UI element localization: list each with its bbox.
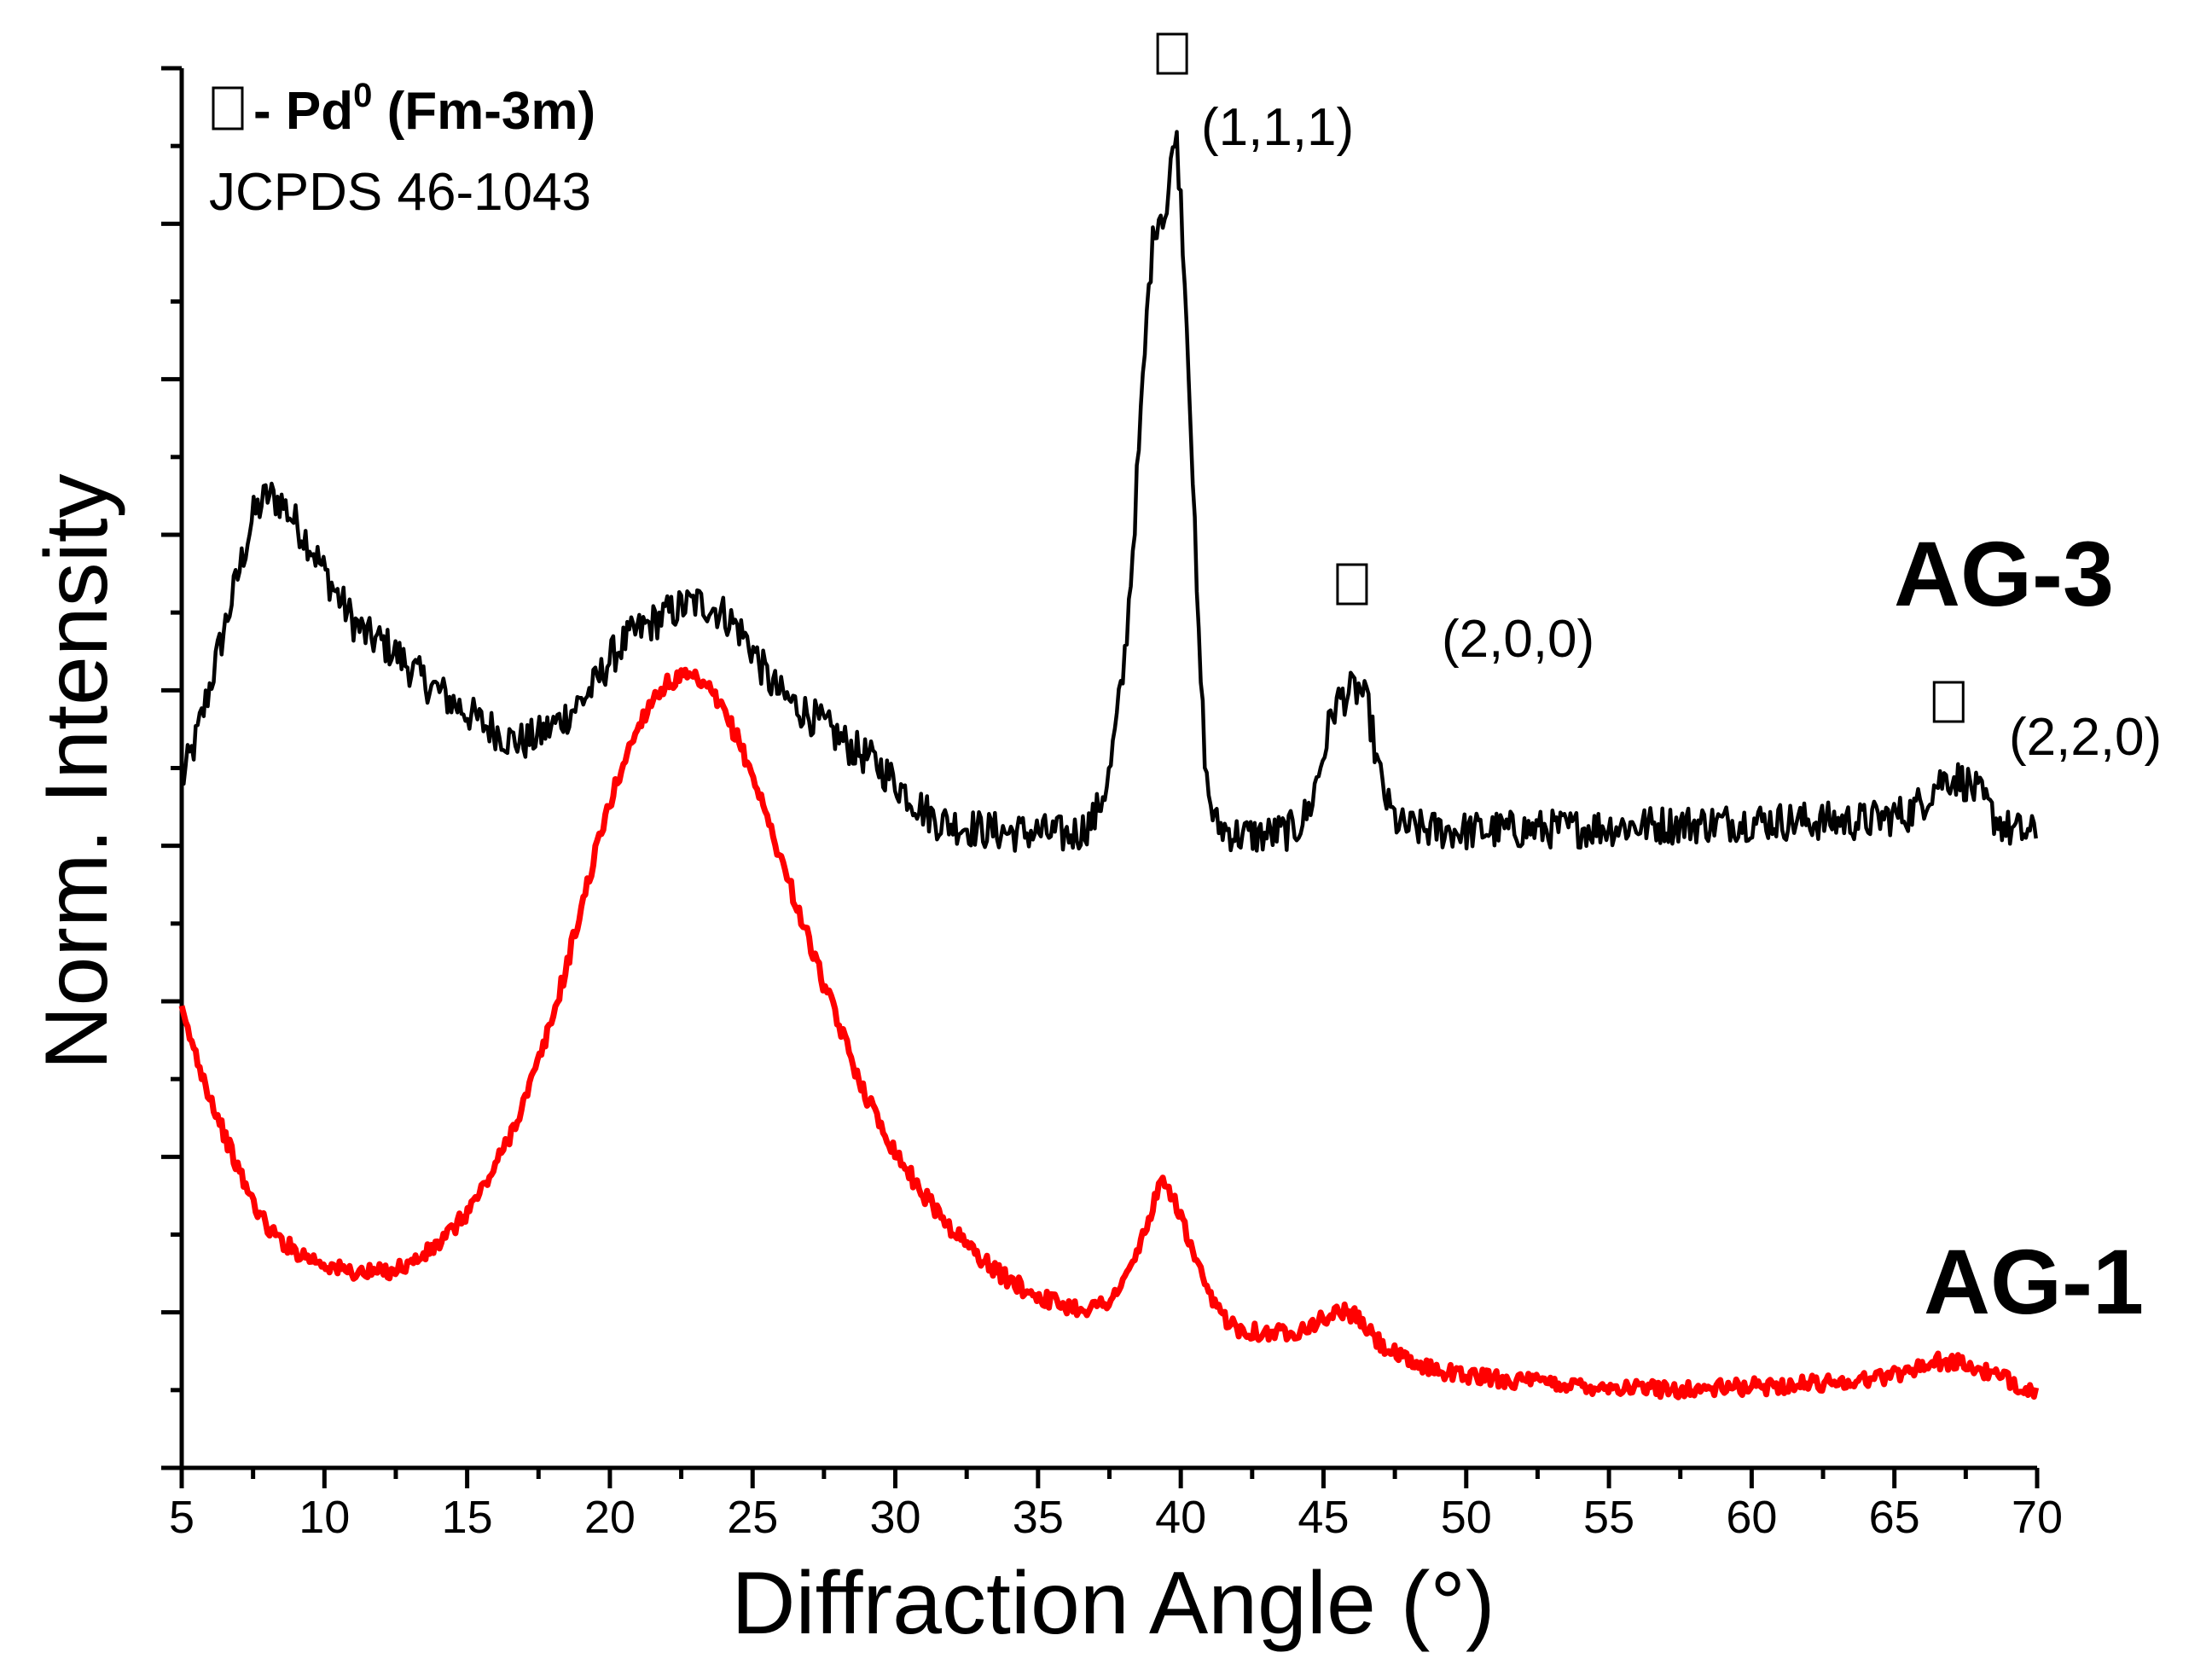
x-tick-label: 50: [1441, 1492, 1492, 1543]
peak-marker-square-icon: [1156, 32, 1188, 75]
x-tick-label: 40: [1155, 1492, 1206, 1543]
x-tick-label: 60: [1726, 1492, 1777, 1543]
x-tick-label: 45: [1298, 1492, 1349, 1543]
peak-marker-layer: [1156, 32, 1965, 723]
hkl-label-200: (2,0,0): [1442, 610, 1594, 669]
x-tick-label: 55: [1583, 1492, 1634, 1543]
x-tick-label: 65: [1869, 1492, 1920, 1543]
legend-reference: JCPDS 46-1043: [209, 163, 591, 222]
legend-phase-label: - Pd0 (Fm-3m): [253, 77, 595, 141]
peak-marker-square-icon: [1336, 563, 1368, 606]
y-axis-ticks: [161, 66, 182, 1470]
x-axis-ticks: 5 10 15 20 25 30 35 40 45 50 55 60 65 70: [169, 1468, 2063, 1543]
legend-square-icon: [212, 86, 244, 130]
series-layer: [178, 130, 2040, 1400]
series-line-ag-1: [178, 666, 2040, 1400]
legend-space-group: (Fm-3m): [372, 82, 595, 141]
x-tick-label: 30: [869, 1492, 920, 1543]
series-label-ag1: AG-1: [1924, 1230, 2144, 1333]
x-tick-label: 35: [1013, 1492, 1064, 1543]
x-axis-title: Diffraction Angle (°): [731, 1554, 1495, 1653]
series-line-ag-3: [179, 130, 2038, 853]
hkl-label-111: (1,1,1): [1201, 98, 1354, 157]
x-tick-label: 70: [2012, 1492, 2063, 1543]
x-tick-label: 20: [584, 1492, 636, 1543]
peak-marker-square-icon: [1932, 681, 1965, 723]
x-tick-label: 5: [169, 1492, 194, 1543]
x-tick-label: 10: [299, 1492, 350, 1543]
x-tick-label: 25: [727, 1492, 778, 1543]
y-axis-title: Norm. Intensity: [27, 473, 126, 1070]
legend-marker-text: - Pd: [253, 82, 353, 141]
series-label-ag3: AG-3: [1894, 522, 2114, 625]
hkl-label-220: (2,2,0): [2009, 708, 2162, 767]
legend-superscript: 0: [353, 77, 372, 114]
x-tick-label: 15: [442, 1492, 493, 1543]
